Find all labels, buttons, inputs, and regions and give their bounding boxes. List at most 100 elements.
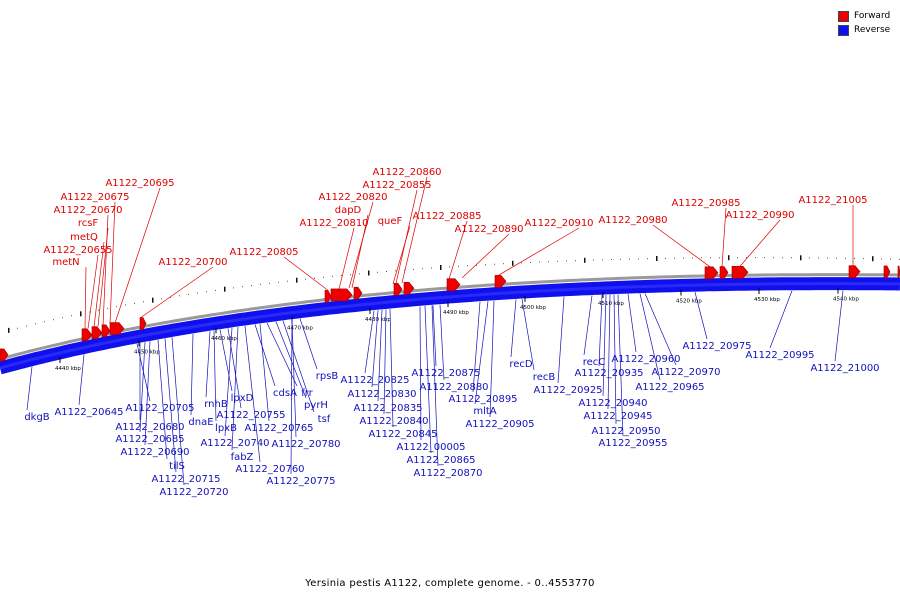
scale-major-mark [224, 286, 226, 292]
forward-gene-arrow [883, 265, 891, 279]
reverse-gene-label: A1122_20715 [151, 474, 220, 485]
forward-gene-arrow [403, 281, 415, 295]
forward-gene-connector [497, 227, 580, 276]
scale-dot [404, 269, 405, 271]
scale-dot [188, 293, 189, 295]
scale-major-mark [296, 277, 298, 283]
reverse-gene-label: A1122_20840 [359, 416, 428, 427]
scale-dot [377, 271, 378, 273]
reverse-gene-connector [834, 290, 844, 362]
reverse-gene-label: A1122_20955 [598, 438, 667, 449]
scale-dot [539, 261, 540, 263]
tick-label: 4470 kbp [287, 326, 313, 332]
reverse-gene-label: A1122_20950 [591, 426, 660, 437]
reverse-gene-connector [164, 338, 177, 473]
reverse-gene-label: A1122_20740 [200, 438, 269, 449]
reverse-gene-connector [424, 305, 432, 454]
reverse-gene-connector [364, 310, 375, 374]
scale-dot [593, 259, 594, 261]
tick-label: 4540 kbp [833, 297, 859, 303]
reverse-gene-label: A1122_20845 [368, 429, 437, 440]
forward-gene-connector [84, 266, 87, 330]
reverse-gene-label: A1122_20880 [419, 382, 488, 393]
reverse-gene-label: tsf [318, 414, 331, 425]
reverse-gene-connector [607, 294, 611, 410]
reverse-gene-connector [244, 325, 261, 463]
reverse-gene-connector [389, 308, 394, 428]
reverse-gene-connector [224, 327, 233, 437]
forward-gene-arrow [848, 265, 861, 278]
reverse-gene-label: lpxD [231, 393, 254, 404]
reverse-gene-connector [613, 294, 617, 425]
reverse-gene-label: A1122_20690 [120, 447, 189, 458]
reverse-gene-label: mltA [473, 406, 496, 417]
reverse-gene-label: pyrH [304, 400, 328, 411]
reverse-gene-label: A1122_20825 [340, 375, 409, 386]
reverse-gene-connector [521, 298, 535, 371]
reverse-track-highlight [0, 282, 900, 370]
scale-dot [278, 281, 279, 283]
reverse-gene-label: A1122_20755 [216, 410, 285, 421]
forward-gene-label: A1122_20990 [725, 210, 794, 221]
scale-dot [413, 268, 414, 270]
scale-major-mark [440, 265, 442, 270]
scale-dot [350, 274, 351, 276]
reverse-gene-label: A1122_20835 [353, 403, 422, 414]
scale-dot [359, 273, 360, 275]
scale-dot [161, 298, 162, 300]
reverse-gene-connector [431, 305, 439, 467]
scale-dot [89, 311, 90, 313]
scale-dot [287, 280, 288, 282]
scale-dot [386, 271, 387, 272]
tick-label: 4510 kbp [598, 301, 624, 307]
forward-gene-arrow [109, 322, 125, 335]
reverse-gene-label: A1122_20645 [54, 407, 123, 418]
legend-forward-swatch [838, 10, 849, 22]
scale-dot [179, 295, 180, 297]
scale-dot [26, 325, 27, 327]
forward-gene-arrow [494, 275, 507, 288]
reverse-gene-label: A1122_20720 [159, 487, 228, 498]
tick-label: 4490 kbp [443, 310, 469, 316]
forward-gene-label: A1122_20675 [60, 192, 129, 203]
legend-forward: Forward [838, 9, 890, 23]
forward-gene-label: A1122_20805 [229, 247, 298, 258]
scale-dot [827, 257, 828, 259]
scale-dot [71, 315, 72, 317]
reverse-gene-label: A1122_20830 [347, 389, 416, 400]
reverse-gene-label: A1122_20680 [115, 422, 184, 433]
forward-gene-label: A1122_20820 [318, 192, 387, 203]
scale-dot [431, 267, 432, 269]
tick-label: 4480 kbp [365, 317, 391, 323]
reverse-gene-label: A1122_20945 [583, 411, 652, 422]
forward-gene-connector [739, 219, 781, 267]
scale-dot [845, 257, 846, 259]
reverse-gene-connector [474, 301, 489, 405]
forward-gene-connector [283, 256, 329, 291]
reverse-gene-label: A1122_20780 [271, 439, 340, 450]
reverse-gene-label: A1122_20765 [244, 423, 313, 434]
forward-gene-arrow [81, 328, 93, 342]
reverse-gene-connector [510, 299, 517, 358]
reverse-gene-connector [290, 319, 293, 475]
scale-dot [314, 277, 315, 279]
tick-label: 4530 kbp [754, 297, 780, 303]
forward-gene-arrow [704, 266, 719, 280]
reverse-gene-label: recD [509, 359, 533, 370]
reverse-gene-label: fabZ [231, 452, 254, 463]
scale-dot [764, 257, 765, 259]
reverse-gene-connector [205, 331, 211, 398]
forward-gene-label: metQ [70, 232, 98, 243]
forward-gene-connector [93, 241, 105, 328]
forward-gene-label: A1122_20890 [454, 224, 523, 235]
reverse-gene-label: cdsA [273, 388, 297, 399]
scale-dot [701, 257, 702, 259]
reverse-gene-label: A1122_20865 [406, 455, 475, 466]
forward-gene-label: A1122_20670 [53, 205, 122, 216]
forward-gene-label: dapD [335, 205, 362, 216]
scale-dot [575, 260, 576, 262]
forward-gene-connector [109, 201, 116, 325]
reverse-gene-connector [139, 342, 146, 433]
forward-gene-arrow [0, 348, 9, 362]
forward-gene-label: A1122_20910 [524, 218, 593, 229]
